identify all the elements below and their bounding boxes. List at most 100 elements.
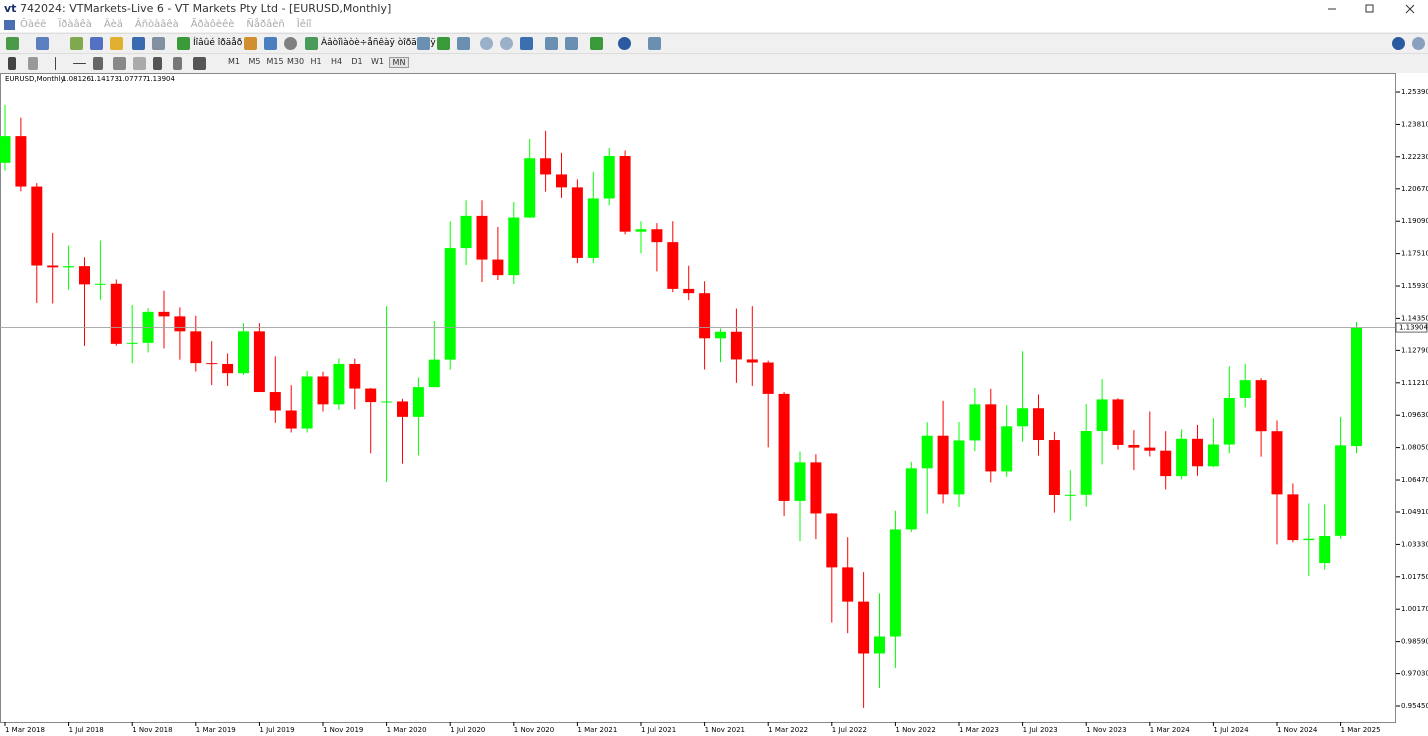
candle-body — [1192, 438, 1203, 467]
line-chart-button[interactable] — [457, 37, 470, 50]
indicators-button[interactable] — [590, 37, 603, 50]
candle-body — [953, 440, 965, 495]
candle-body — [587, 198, 599, 258]
candle-body — [15, 136, 27, 187]
menu-item[interactable]: Âñòàâêà — [134, 19, 179, 30]
candle-body — [1287, 494, 1299, 541]
candle-body — [1351, 327, 1362, 447]
timeframe-button[interactable]: MN — [389, 57, 409, 68]
last-price-label: 1.13904 — [1399, 324, 1428, 332]
y-tick-label: 1.19090 — [1401, 217, 1428, 225]
candle-body — [1335, 445, 1347, 536]
candle-body — [397, 401, 408, 417]
x-tick-label: 1 Jul 2019 — [259, 726, 294, 734]
candle-body — [730, 331, 742, 360]
cursor-button[interactable] — [8, 57, 16, 70]
auto-trading-button[interactable]: Àâòîìàòè÷åñêàÿ òîðãîâëÿ — [321, 38, 436, 48]
x-tick-label: 1 Jul 2024 — [1213, 726, 1249, 734]
bar-chart-button[interactable] — [417, 37, 430, 50]
candle-body — [333, 363, 345, 405]
ohlc-value: 1.13904 — [146, 75, 175, 83]
candle-body — [1271, 431, 1283, 495]
market-watch-button[interactable] — [70, 37, 83, 50]
metaeditor-button[interactable] — [244, 37, 257, 50]
candle-body — [110, 283, 122, 344]
timeframe-button[interactable]: H4 — [330, 57, 343, 66]
timeframe-button[interactable]: M5 — [248, 57, 261, 66]
y-tick-label: 1.00170 — [1401, 605, 1428, 613]
candle-body — [0, 136, 11, 163]
candle-body — [699, 293, 711, 339]
crosshair-button[interactable] — [28, 57, 38, 70]
market-button[interactable] — [284, 37, 297, 50]
new-chart-button[interactable] — [6, 37, 19, 50]
terminal-button[interactable] — [132, 37, 145, 50]
timeframe-button[interactable]: D1 — [351, 57, 363, 66]
menu-item[interactable]: Ãðàôèêè — [190, 19, 235, 30]
channel-button[interactable] — [113, 57, 126, 70]
auto-trading-icon[interactable] — [305, 37, 318, 50]
text-button[interactable] — [153, 57, 162, 70]
navigator-button[interactable] — [110, 37, 123, 50]
candle-body — [158, 311, 170, 317]
vertical-line-button[interactable] — [55, 57, 56, 70]
y-tick-label: 1.22230 — [1401, 153, 1428, 161]
new-order-button[interactable]: Íîâûé îðäåð — [193, 38, 243, 48]
profiles-button[interactable] — [36, 37, 49, 50]
signals-button[interactable] — [264, 37, 277, 50]
x-tick-label: 1 Mar 2021 — [577, 726, 617, 734]
window-controls[interactable] — [1318, 0, 1428, 18]
horizontal-line-button[interactable] — [73, 63, 86, 64]
x-tick-label: 1 Jul 2021 — [641, 726, 676, 734]
candle-body — [174, 316, 186, 332]
candles-button[interactable] — [437, 37, 450, 50]
candle-body — [476, 215, 488, 260]
menu-item[interactable]: Ôàéë — [20, 19, 47, 30]
tile-button[interactable] — [520, 37, 533, 50]
candle-body — [1001, 426, 1013, 472]
label-button[interactable] — [173, 57, 182, 70]
candle-body — [269, 392, 281, 411]
zoom-out-button[interactable] — [500, 37, 513, 50]
templates-button[interactable] — [648, 37, 661, 50]
menu-item[interactable]: Îêíî — [296, 19, 312, 30]
timeframe-button[interactable]: H1 — [310, 57, 322, 66]
periods-button[interactable] — [618, 37, 631, 50]
x-tick-label: 1 Nov 2023 — [1086, 726, 1126, 734]
chat-button[interactable] — [1412, 37, 1425, 50]
chart-shift-button[interactable] — [565, 37, 578, 50]
arrows-button[interactable] — [193, 57, 206, 70]
candle-body — [905, 468, 917, 530]
timeframe-button[interactable]: M30 — [286, 57, 305, 66]
timeframe-button[interactable]: M15 — [266, 57, 284, 66]
candle-body — [715, 331, 726, 339]
chart-icon — [4, 20, 15, 30]
candle-body — [794, 462, 806, 501]
x-tick-label: 1 Nov 2022 — [895, 726, 935, 734]
timeframe-button[interactable]: M1 — [228, 57, 240, 66]
trendline-button[interactable] — [93, 57, 103, 70]
search-button[interactable] — [1392, 37, 1405, 50]
y-tick-label: 1.11210 — [1401, 379, 1428, 387]
candle-body — [206, 363, 218, 365]
x-tick-label: 1 Mar 2022 — [768, 726, 808, 734]
x-tick-label: 1 Jul 2022 — [832, 726, 867, 734]
menu-item[interactable]: Ñåðâèñ — [246, 19, 285, 30]
data-window-button[interactable] — [90, 37, 103, 50]
tester-button[interactable] — [152, 37, 165, 50]
menu-item[interactable]: Ïðàâêà — [58, 19, 92, 30]
candle-body — [301, 376, 313, 429]
y-tick-label: 0.98590 — [1401, 638, 1428, 646]
autoscroll-button[interactable] — [545, 37, 558, 50]
x-tick-label: 1 Mar 2020 — [387, 726, 427, 734]
menu-item[interactable]: Âèä — [103, 19, 123, 30]
new-order-icon[interactable] — [177, 37, 190, 50]
candle-body — [778, 393, 790, 501]
candle-body — [1176, 438, 1188, 477]
fibo-button[interactable] — [133, 57, 146, 70]
app-logo: vt — [4, 2, 17, 15]
x-tick-label: 1 Mar 2023 — [959, 726, 999, 734]
candle-body — [683, 288, 695, 294]
timeframe-button[interactable]: W1 — [371, 57, 384, 66]
zoom-in-button[interactable] — [480, 37, 493, 50]
